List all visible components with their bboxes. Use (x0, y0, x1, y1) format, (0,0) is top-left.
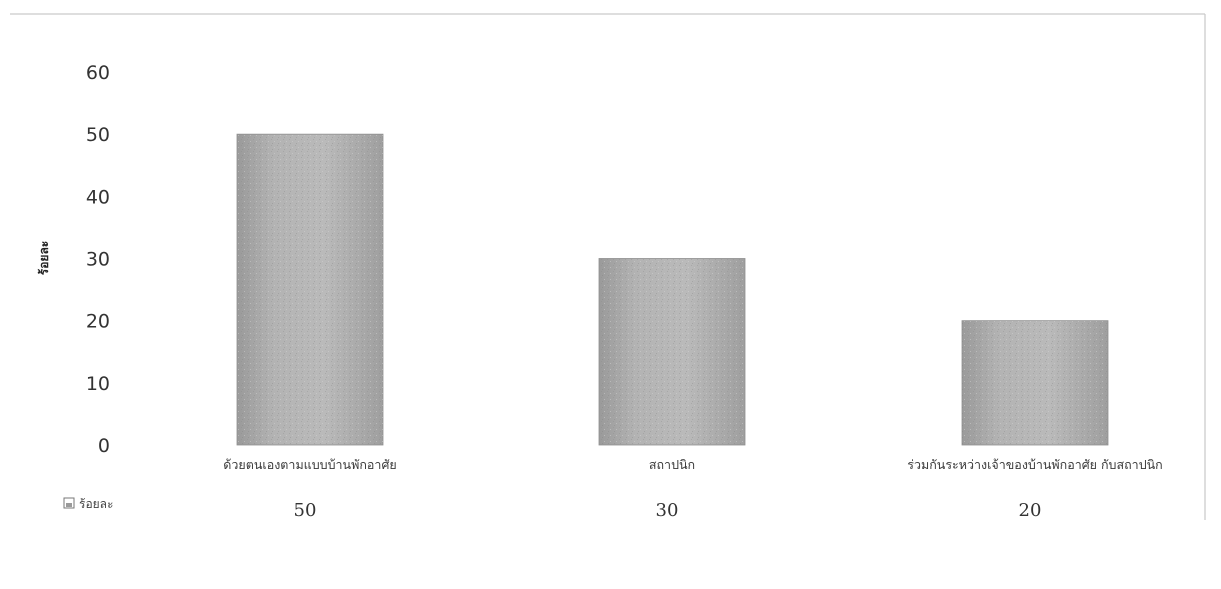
y-tick-label: 10 (86, 373, 110, 395)
y-tick-label: 40 (86, 186, 110, 208)
category-label: สถาปนิก (649, 457, 695, 472)
y-tick-label: 30 (86, 249, 110, 271)
y-tick-label: 0 (98, 435, 110, 457)
data-table-value: 20 (1019, 500, 1042, 521)
category-label: ร่วมกันระหว่างเจ้าของบ้านพักอาศัย กับสถา… (907, 457, 1163, 472)
data-table-value: 30 (656, 500, 679, 521)
y-axis-ticks: 0 10 20 30 40 50 60 (86, 62, 110, 457)
bar (598, 258, 746, 446)
legend-key-icon (63, 497, 75, 509)
data-table-value: 50 (294, 500, 317, 521)
data-table-row-label: ร้อยละ (79, 497, 113, 511)
data-table-values: 50 30 20 (294, 500, 1042, 521)
category-label: ด้วยตนเองตามแบบบ้านพักอาศัย (223, 457, 396, 472)
y-tick-label: 60 (86, 62, 110, 84)
category-labels: ด้วยตนเองตามแบบบ้านพักอาศัย สถาปนิก ร่วมกั… (223, 457, 1162, 472)
y-tick-label: 50 (86, 124, 110, 146)
data-table-row: ร้อยละ 50 30 20 (63, 497, 1042, 521)
bar-texture (237, 134, 383, 445)
y-tick-label: 20 (86, 311, 110, 333)
bar (961, 320, 1109, 446)
bar-texture (599, 258, 745, 445)
bar-series (236, 133, 1109, 446)
y-axis-title: ร้อยละ (37, 241, 51, 275)
bar-texture (962, 320, 1108, 445)
bar (236, 133, 384, 446)
